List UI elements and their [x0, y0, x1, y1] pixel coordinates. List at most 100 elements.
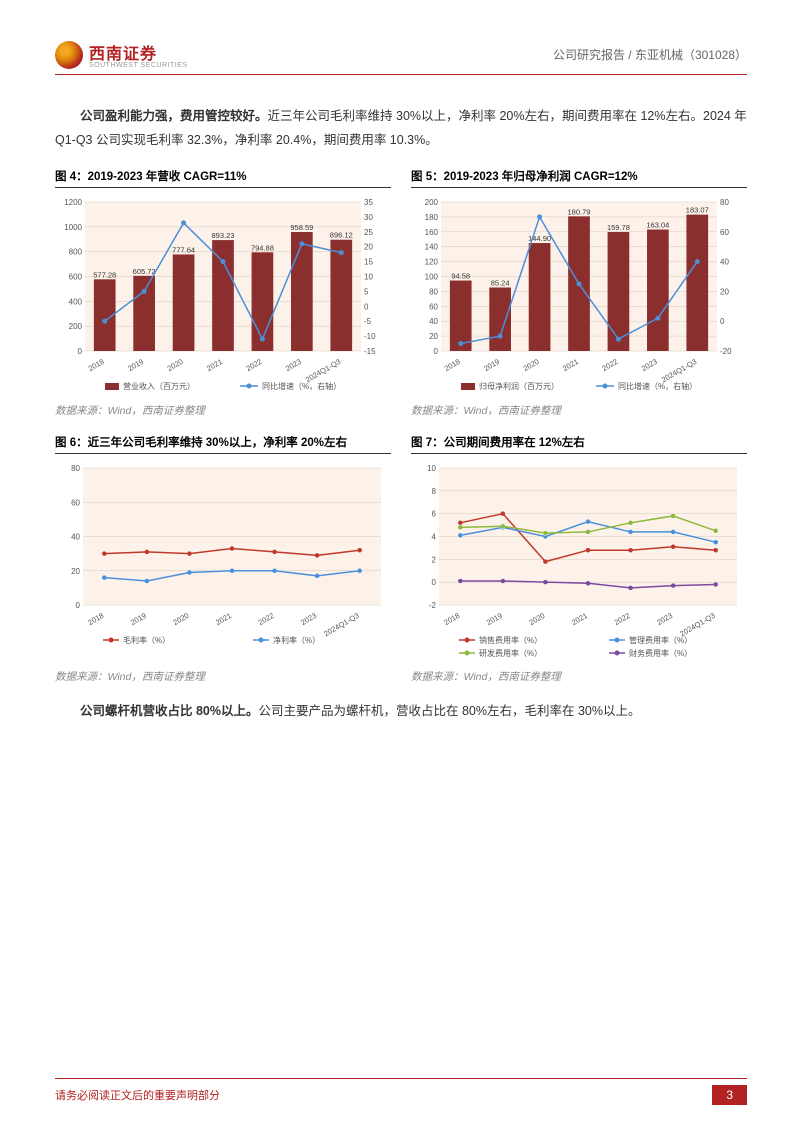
svg-text:-20: -20 — [720, 347, 732, 356]
charts-row-1: 图 4：2019-2023 年营收 CAGR=11% 0200400600800… — [55, 168, 747, 430]
svg-text:80: 80 — [720, 198, 729, 207]
chart-6: 0204060802018201920202021202220232024Q1-… — [55, 460, 391, 665]
svg-text:2018: 2018 — [442, 610, 461, 626]
svg-text:163.04: 163.04 — [646, 220, 669, 229]
svg-text:-5: -5 — [364, 317, 372, 326]
svg-text:0: 0 — [76, 601, 81, 610]
svg-text:财务费用率（%）: 财务费用率（%） — [629, 648, 692, 658]
svg-text:777.64: 777.64 — [172, 245, 195, 254]
svg-text:30: 30 — [364, 212, 373, 221]
svg-text:40: 40 — [429, 317, 438, 326]
page-number: 3 — [712, 1085, 747, 1105]
header-breadcrumb: 公司研究报告 / 东亚机械（301028） — [553, 46, 747, 63]
svg-text:15: 15 — [364, 257, 373, 266]
svg-text:159.78: 159.78 — [607, 222, 630, 231]
svg-text:2018: 2018 — [443, 356, 462, 372]
svg-text:577.28: 577.28 — [93, 270, 116, 279]
chart-7-block: 图 7：公司期间费用率在 12%左右 -20246810201820192020… — [411, 434, 747, 696]
svg-text:35: 35 — [364, 198, 373, 207]
svg-text:归母净利润（百万元）: 归母净利润（百万元） — [479, 381, 559, 391]
svg-text:20: 20 — [720, 287, 729, 296]
svg-text:2022: 2022 — [257, 610, 276, 626]
paragraph-2: 公司螺杆机营收占比 80%以上。公司主要产品为螺杆机，营收占比在 80%左右，毛… — [55, 700, 747, 724]
svg-text:94.58: 94.58 — [451, 271, 470, 280]
logo-text: 西南证券 — [89, 46, 157, 63]
chart-4-source: 数据来源：Wind，西南证券整理 — [55, 403, 391, 418]
logo-subtitle: SOUTHWEST SECURITIES — [89, 62, 188, 69]
svg-text:25: 25 — [364, 227, 373, 236]
svg-text:2019: 2019 — [482, 356, 501, 372]
svg-text:2019: 2019 — [129, 610, 148, 626]
chart-4-title: 图 4：2019-2023 年营收 CAGR=11% — [55, 168, 391, 188]
chart-6-title: 图 6：近三年公司毛利率维持 30%以上，净利率 20%左右 — [55, 434, 391, 454]
svg-text:2023: 2023 — [284, 356, 303, 372]
svg-text:10: 10 — [427, 464, 436, 473]
svg-text:0: 0 — [432, 578, 437, 587]
svg-text:400: 400 — [69, 297, 83, 306]
svg-text:200: 200 — [69, 322, 83, 331]
svg-text:160: 160 — [425, 227, 439, 236]
page-footer: 请务必阅读正文后的重要声明部分 3 — [55, 1078, 747, 1105]
svg-text:营业收入（百万元）: 营业收入（百万元） — [123, 381, 195, 391]
svg-text:2020: 2020 — [527, 610, 546, 626]
svg-text:2021: 2021 — [214, 610, 233, 626]
svg-text:2019: 2019 — [126, 356, 145, 372]
chart-4-block: 图 4：2019-2023 年营收 CAGR=11% 0200400600800… — [55, 168, 391, 430]
svg-text:1000: 1000 — [64, 222, 82, 231]
svg-text:2024Q1-Q3: 2024Q1-Q3 — [678, 610, 716, 637]
svg-text:管理费用率（%）: 管理费用率（%） — [629, 635, 692, 645]
svg-text:0: 0 — [364, 302, 369, 311]
logo: 西南证券 SOUTHWEST SECURITIES — [55, 40, 188, 69]
svg-text:2021: 2021 — [205, 356, 224, 372]
svg-text:0: 0 — [78, 347, 83, 356]
svg-text:同比增速（%，右轴）: 同比增速（%，右轴） — [262, 381, 341, 391]
svg-text:同比增速（%，右轴）: 同比增速（%，右轴） — [618, 381, 697, 391]
svg-text:2022: 2022 — [244, 356, 263, 372]
svg-text:80: 80 — [71, 464, 80, 473]
svg-text:毛利率（%）: 毛利率（%） — [123, 635, 170, 645]
svg-text:研发费用率（%）: 研发费用率（%） — [479, 648, 542, 658]
svg-text:0: 0 — [434, 347, 439, 356]
svg-text:20: 20 — [364, 242, 373, 251]
svg-text:60: 60 — [429, 302, 438, 311]
svg-text:180: 180 — [425, 212, 439, 221]
chart-5-source: 数据来源：Wind，西南证券整理 — [411, 403, 747, 418]
chart-5-block: 图 5：2019-2023 年归母净利润 CAGR=12% 0204060801… — [411, 168, 747, 430]
paragraph-1: 公司盈利能力强，费用管控较好。近三年公司毛利率维持 30%以上，净利率 20%左… — [55, 105, 747, 153]
svg-text:0: 0 — [720, 317, 725, 326]
svg-text:2020: 2020 — [166, 356, 185, 372]
svg-text:896.12: 896.12 — [330, 230, 353, 239]
svg-text:2020: 2020 — [171, 610, 190, 626]
paragraph-2-rest: 公司主要产品为螺杆机，营收占比在 80%左右，毛利率在 30%以上。 — [259, 704, 641, 718]
svg-text:600: 600 — [69, 272, 83, 281]
svg-text:1200: 1200 — [64, 198, 82, 207]
svg-text:销售费用率（%）: 销售费用率（%） — [479, 635, 542, 645]
chart-5: 020406080100120140160180200-200204060809… — [411, 194, 747, 399]
svg-text:5: 5 — [364, 287, 369, 296]
svg-text:-2: -2 — [429, 601, 437, 610]
svg-text:20: 20 — [71, 566, 80, 575]
svg-text:8: 8 — [432, 486, 437, 495]
svg-text:140: 140 — [425, 242, 439, 251]
svg-text:40: 40 — [720, 257, 729, 266]
chart-7-source: 数据来源：Wind，西南证券整理 — [411, 669, 747, 684]
svg-text:2021: 2021 — [570, 610, 589, 626]
svg-text:6: 6 — [432, 509, 437, 518]
svg-text:40: 40 — [71, 532, 80, 541]
chart-4: 020040060080010001200-15-10-505101520253… — [55, 194, 391, 399]
svg-text:2023: 2023 — [299, 610, 318, 626]
svg-text:2024Q1-Q3: 2024Q1-Q3 — [660, 356, 698, 383]
charts-row-2: 图 6：近三年公司毛利率维持 30%以上，净利率 20%左右 020406080… — [55, 434, 747, 696]
svg-text:2023: 2023 — [640, 356, 659, 372]
svg-text:183.07: 183.07 — [686, 205, 709, 214]
svg-text:2021: 2021 — [561, 356, 580, 372]
paragraph-1-bold: 公司盈利能力强，费用管控较好。 — [80, 109, 268, 123]
svg-text:2018: 2018 — [86, 610, 105, 626]
svg-text:958.59: 958.59 — [290, 222, 313, 231]
svg-text:800: 800 — [69, 247, 83, 256]
svg-text:200: 200 — [425, 198, 439, 207]
page-header: 西南证券 SOUTHWEST SECURITIES 公司研究报告 / 东亚机械（… — [55, 40, 747, 75]
svg-text:2024Q1-Q3: 2024Q1-Q3 — [322, 610, 360, 637]
svg-text:2020: 2020 — [522, 356, 541, 372]
svg-text:2023: 2023 — [655, 610, 674, 626]
